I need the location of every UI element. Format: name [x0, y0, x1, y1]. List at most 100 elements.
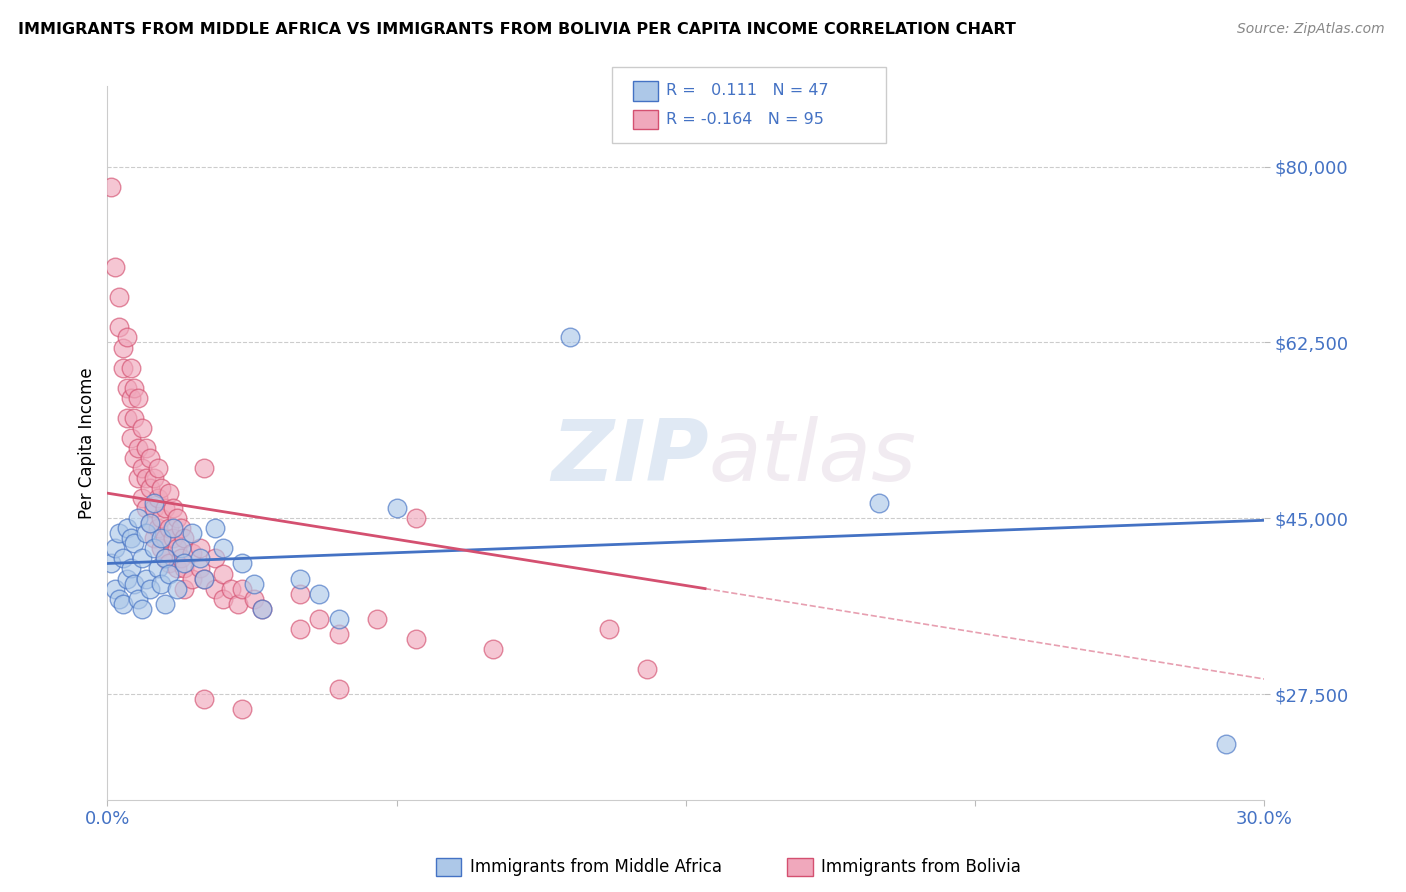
- Point: [100, 557, 122, 571]
- Point: [135, 526, 157, 541]
- Point: [166, 541, 188, 556]
- Point: [169, 521, 191, 535]
- Point: [111, 551, 134, 566]
- Point: [127, 391, 149, 405]
- Point: [108, 526, 131, 541]
- Point: [157, 557, 180, 571]
- Point: [162, 532, 184, 546]
- Point: [188, 561, 211, 575]
- Point: [108, 290, 131, 304]
- Point: [115, 410, 138, 425]
- Point: [127, 511, 149, 525]
- Point: [142, 496, 165, 510]
- Point: [115, 572, 138, 586]
- Point: [155, 551, 177, 566]
- Point: [166, 582, 188, 596]
- Text: Immigrants from Bolivia: Immigrants from Bolivia: [821, 858, 1021, 876]
- Point: [204, 521, 226, 535]
- Point: [288, 622, 311, 636]
- Point: [104, 541, 127, 556]
- Point: [598, 622, 620, 636]
- Point: [108, 591, 131, 606]
- Point: [111, 341, 134, 355]
- Text: Source: ZipAtlas.com: Source: ZipAtlas.com: [1237, 22, 1385, 37]
- Point: [142, 471, 165, 485]
- Point: [173, 561, 195, 575]
- Point: [120, 360, 142, 375]
- Text: IMMIGRANTS FROM MIDDLE AFRICA VS IMMIGRANTS FROM BOLIVIA PER CAPITA INCOME CORRE: IMMIGRANTS FROM MIDDLE AFRICA VS IMMIGRA…: [18, 22, 1017, 37]
- Point: [155, 501, 177, 516]
- Point: [155, 597, 177, 611]
- Point: [157, 566, 180, 581]
- Point: [100, 179, 122, 194]
- Point: [124, 410, 146, 425]
- Point: [231, 702, 253, 716]
- Point: [308, 586, 330, 600]
- Point: [204, 582, 226, 596]
- Point: [150, 511, 173, 525]
- Point: [219, 582, 242, 596]
- Point: [243, 576, 266, 591]
- Point: [328, 612, 350, 626]
- Point: [308, 612, 330, 626]
- Point: [124, 536, 146, 550]
- Point: [288, 572, 311, 586]
- Point: [146, 491, 169, 506]
- Point: [135, 441, 157, 455]
- Point: [405, 511, 427, 525]
- Point: [142, 541, 165, 556]
- Point: [173, 582, 195, 596]
- Text: Immigrants from Middle Africa: Immigrants from Middle Africa: [470, 858, 721, 876]
- Point: [328, 681, 350, 696]
- Point: [150, 481, 173, 495]
- Point: [173, 532, 195, 546]
- Point: [146, 521, 169, 535]
- Point: [142, 532, 165, 546]
- Point: [385, 501, 408, 516]
- Point: [120, 391, 142, 405]
- Point: [1215, 737, 1237, 751]
- Point: [636, 662, 658, 676]
- Point: [111, 360, 134, 375]
- Point: [169, 551, 191, 566]
- Point: [166, 511, 188, 525]
- Point: [188, 541, 211, 556]
- Text: R = -0.164   N = 95: R = -0.164 N = 95: [666, 112, 824, 127]
- Text: ZIP: ZIP: [551, 416, 709, 499]
- Point: [212, 591, 235, 606]
- Point: [157, 486, 180, 500]
- Point: [111, 597, 134, 611]
- Point: [204, 551, 226, 566]
- Point: [155, 532, 177, 546]
- Y-axis label: Per Capita Income: Per Capita Income: [79, 368, 96, 519]
- Point: [228, 597, 250, 611]
- Point: [120, 431, 142, 445]
- Point: [212, 566, 235, 581]
- Point: [108, 320, 131, 334]
- Point: [127, 471, 149, 485]
- Point: [127, 591, 149, 606]
- Point: [155, 551, 177, 566]
- Point: [139, 516, 162, 531]
- Point: [482, 641, 505, 656]
- Point: [250, 601, 273, 615]
- Point: [139, 450, 162, 465]
- Point: [124, 450, 146, 465]
- Point: [150, 576, 173, 591]
- Point: [104, 582, 127, 596]
- Point: [115, 330, 138, 344]
- Point: [124, 381, 146, 395]
- Point: [135, 572, 157, 586]
- Point: [157, 521, 180, 535]
- Point: [231, 557, 253, 571]
- Point: [139, 582, 162, 596]
- Point: [135, 501, 157, 516]
- Point: [212, 541, 235, 556]
- Point: [150, 532, 173, 546]
- Point: [124, 576, 146, 591]
- Point: [162, 521, 184, 535]
- Point: [193, 572, 215, 586]
- Point: [250, 601, 273, 615]
- Point: [135, 471, 157, 485]
- Point: [193, 692, 215, 706]
